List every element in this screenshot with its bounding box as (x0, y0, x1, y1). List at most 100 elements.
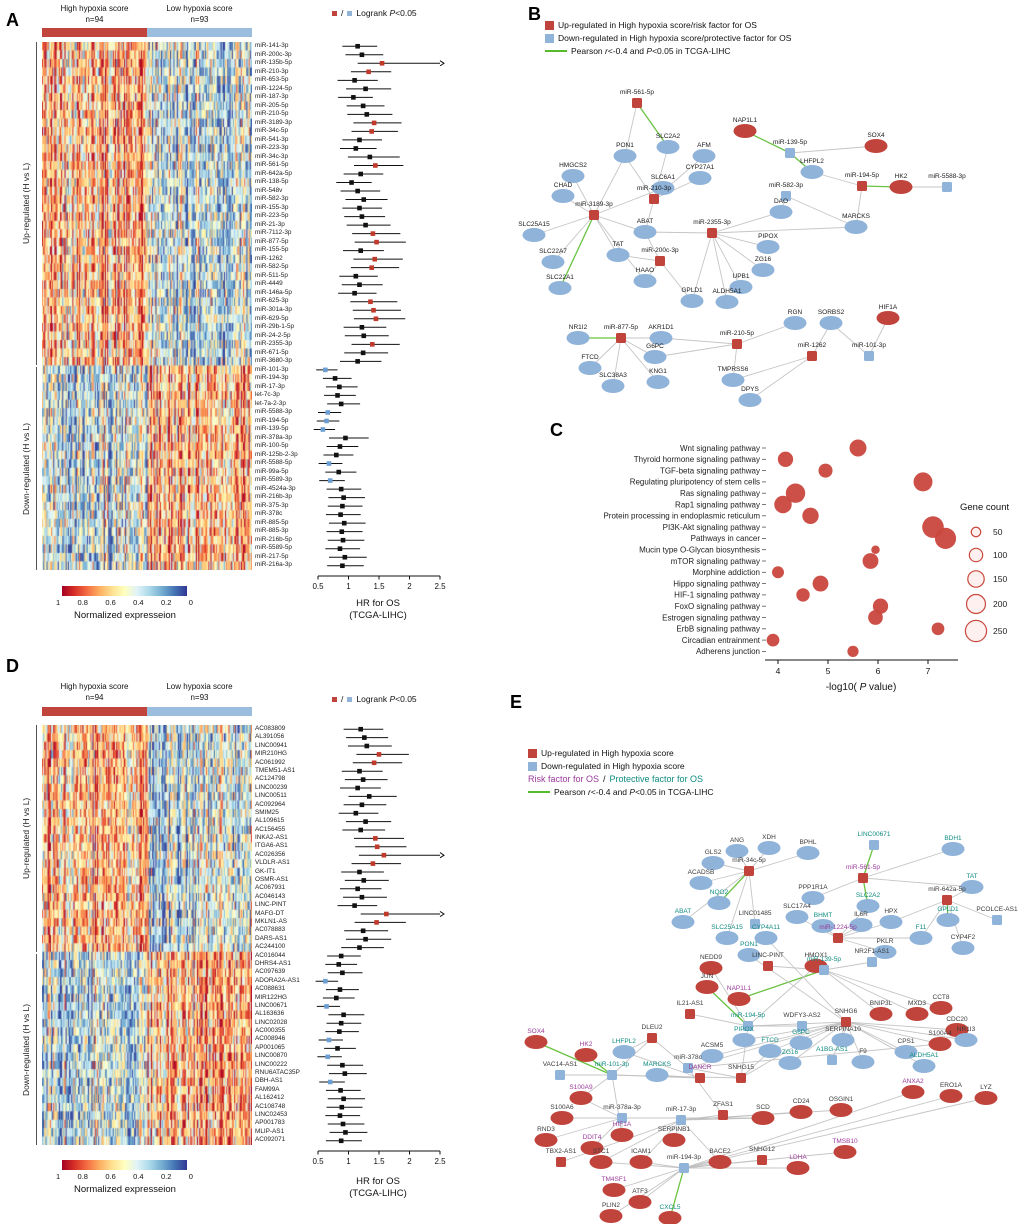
up-group-rotated-label-d: Up-regulated (H vs L) (21, 797, 31, 880)
network-node: miR-200c-3p (641, 247, 679, 266)
legend-up-text: Up-regulated in High hypoxia score/risk … (558, 20, 757, 30)
svg-text:UPB1: UPB1 (733, 273, 750, 280)
network-node: miR-194-5p (845, 172, 879, 191)
significant-risk-icon-d (332, 696, 337, 702)
forest-row (342, 827, 386, 833)
panel-a-label: A (6, 10, 19, 30)
network-b-legend: Up-regulated in High hypoxia score/risk … (545, 20, 791, 59)
svg-text:GPLD1: GPLD1 (937, 906, 959, 913)
heatmap-row-label: miR-99a-5p (255, 467, 289, 475)
forest-row (352, 760, 403, 766)
bubble (785, 483, 806, 503)
forest-row (353, 836, 405, 841)
heatmap-d-low-header: Low hypoxia score n=93 (166, 682, 233, 702)
svg-text:CYP4F2: CYP4F2 (951, 934, 976, 941)
heatmap-row-label: miR-885-5p (255, 518, 289, 526)
forest-row (325, 469, 357, 475)
forest-row (328, 1071, 367, 1076)
forest-row (339, 273, 378, 279)
heatmap-a-low-header: Low hypoxia score n=93 (147, 4, 252, 25)
network-node: miR-194-3p (667, 1154, 701, 1173)
forest-row (351, 861, 401, 866)
network-nodes: miR-561-5p NAP1L1 miR-139-5p SOX4 LHFPL2 miR-… (518, 89, 966, 407)
network-node: OSGIN1 (829, 1096, 854, 1117)
svg-text:F11: F11 (916, 924, 927, 931)
svg-text:PIPOX: PIPOX (734, 1026, 755, 1033)
network-node: PON1 (613, 142, 637, 163)
heatmap-row-label: miR-210-3p (255, 67, 289, 75)
network-node: CYP27A1 (686, 164, 715, 185)
svg-text:CHAD: CHAD (554, 182, 573, 189)
low-group-colorbar-d (147, 707, 252, 716)
svg-text:RGN: RGN (788, 309, 803, 316)
svg-text:DAO: DAO (774, 198, 788, 205)
forest-row (346, 86, 392, 92)
up-regulated-icon-e (528, 748, 537, 758)
forest-row (360, 910, 445, 918)
svg-text:1.5: 1.5 (373, 1157, 385, 1166)
heatmap-row-label: miR-138-5p (255, 178, 289, 186)
pathway-label: Circadian entrainment (682, 636, 761, 645)
network-node: NAP1L1 (727, 985, 751, 1006)
pathway-label: HIF-1 signaling pathway (674, 591, 760, 600)
network-node: miR-2355-3p (693, 219, 731, 238)
forest-row (328, 554, 367, 560)
heatmap-row-label: miR-301a-3p (255, 305, 292, 313)
forest-row (346, 936, 392, 942)
forest-row (325, 1088, 361, 1093)
heatmap-row-label: FAM99A (255, 1085, 280, 1093)
heatmap-row-label: miR-378c (255, 510, 283, 518)
heatmap-row-label: AL162412 (255, 1094, 285, 1102)
forest-row (346, 819, 392, 824)
heatmap-row-label: miR-582-5p (255, 263, 289, 271)
pathway-label: Morphine addiction (692, 568, 760, 577)
heatmap-row-label: AC088631 (255, 985, 286, 993)
panel-d-label: D (6, 656, 19, 676)
svg-text:50: 50 (993, 527, 1003, 537)
svg-text:SORBS2: SORBS2 (818, 309, 845, 316)
expression-colorbar (62, 586, 187, 596)
network-node: ALDH5A1 (910, 1052, 939, 1073)
forest-row (343, 171, 384, 177)
svg-text:F9: F9 (859, 1048, 867, 1055)
forest-row (328, 520, 366, 526)
svg-text:LYZ: LYZ (980, 1084, 991, 1091)
network-node: MXD3 (905, 1000, 929, 1021)
svg-text:DANCR: DANCR (688, 1064, 711, 1071)
forest-row (339, 785, 381, 791)
svg-text:miR-3189-3p: miR-3189-3p (575, 201, 613, 208)
heatmap-row-label: miR-155-3p (255, 203, 289, 211)
heatmap-row-label: VLDLR-AS1 (255, 859, 290, 867)
pathway-label: TGF-beta signaling pathway (660, 466, 760, 475)
forest-row (339, 359, 382, 364)
svg-text:6: 6 (876, 666, 881, 676)
network-node: LINC-PINT (752, 952, 784, 971)
network-node: A1BG-AS1 (816, 1046, 848, 1065)
heatmap-row-label: miR-24-2-5p (255, 331, 291, 339)
svg-text:S100A9: S100A9 (569, 1084, 593, 1091)
heatmap-row-label: MKLN1-AS (255, 917, 287, 925)
forest-row (318, 410, 342, 415)
heatmap-row-label: DARS-AS1 (255, 934, 287, 942)
svg-text:SLC22A7: SLC22A7 (539, 248, 567, 255)
forest-row (325, 1138, 362, 1144)
significant-protective-icon (347, 10, 353, 16)
svg-text:ALDH5A1: ALDH5A1 (713, 288, 742, 295)
svg-text:ICAM1: ICAM1 (631, 1148, 651, 1155)
svg-text:HIF1A: HIF1A (613, 1121, 632, 1128)
heatmap-row-label: miR-5589-3p (255, 476, 292, 484)
forest-row (336, 180, 372, 185)
network-node: G6PC (789, 1029, 813, 1050)
svg-text:KNG1: KNG1 (649, 368, 667, 375)
svg-text:2: 2 (407, 1157, 412, 1166)
forest-row (355, 844, 407, 850)
lncrna-network-svg: ANG XDH BPHL LINC00671 BDH1 GLS2 miR-34c-5p miR… (524, 831, 1018, 1224)
forest-row (354, 920, 406, 925)
forest-row (341, 282, 383, 288)
svg-text:SLC2A2: SLC2A2 (856, 892, 881, 899)
network-node: DLEU2 (642, 1024, 663, 1043)
svg-text:HIF1A: HIF1A (879, 304, 898, 311)
svg-text:SLC2A2: SLC2A2 (656, 133, 681, 140)
network-node: LHFPL2 (800, 158, 824, 179)
heatmap-row-label: miR-34c-3p (255, 152, 289, 160)
